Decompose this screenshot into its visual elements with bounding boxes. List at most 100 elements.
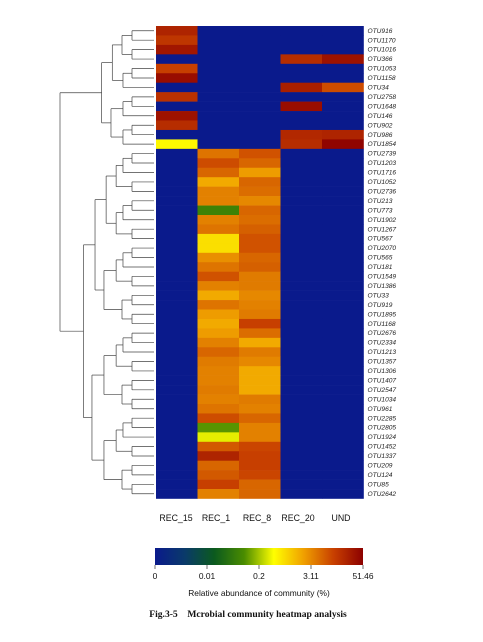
heatmap-cell bbox=[197, 158, 240, 169]
heatmap-cell bbox=[322, 111, 364, 121]
otu-row-label: OTU34 bbox=[368, 85, 390, 92]
heatmap-cell bbox=[239, 271, 281, 282]
heatmap-cell bbox=[280, 233, 323, 244]
heatmap-cell bbox=[239, 385, 281, 395]
colorbar bbox=[155, 548, 363, 565]
heatmap-cell bbox=[322, 470, 364, 480]
heatmap-cell bbox=[197, 422, 240, 433]
otu-row-label: OTU1158 bbox=[368, 75, 396, 82]
sample-column-label: REC_1 bbox=[202, 513, 230, 523]
otu-row-label: OTU1924 bbox=[368, 434, 397, 441]
heatmap-cell bbox=[197, 120, 240, 131]
heatmap-cell bbox=[197, 394, 240, 405]
sample-column-label: REC_15 bbox=[159, 513, 192, 523]
heatmap-cell bbox=[280, 167, 323, 178]
heatmap-cell bbox=[156, 233, 198, 244]
heatmap-cell bbox=[239, 82, 281, 93]
heatmap-cell bbox=[322, 422, 364, 433]
heatmap-cell bbox=[156, 366, 198, 376]
heatmap-cell bbox=[322, 26, 364, 36]
heatmap-cell bbox=[197, 243, 240, 254]
heatmap-cell bbox=[197, 290, 240, 301]
heatmap-cell bbox=[239, 252, 281, 263]
heatmap-cell bbox=[322, 309, 364, 320]
otu-row-label: OTU1052 bbox=[368, 179, 397, 186]
heatmap-cell bbox=[239, 337, 281, 348]
heatmap-cell bbox=[322, 460, 364, 471]
heatmap-cell bbox=[322, 129, 364, 140]
heatmap-cell bbox=[322, 63, 364, 74]
otu-row-label: OTU1716 bbox=[368, 170, 397, 177]
heatmap-cell bbox=[280, 309, 323, 320]
heatmap-cell bbox=[280, 413, 323, 424]
heatmap-cell bbox=[322, 167, 364, 178]
sample-column-label: UND bbox=[331, 513, 350, 523]
heatmap-cell bbox=[239, 233, 281, 244]
heatmap-cell bbox=[322, 148, 364, 159]
heatmap-cell bbox=[239, 215, 281, 225]
heatmap-cell bbox=[322, 252, 364, 263]
heatmap-cell bbox=[280, 186, 323, 197]
heatmap-cell bbox=[156, 205, 198, 216]
heatmap-cells bbox=[156, 26, 364, 499]
heatmap-cell bbox=[156, 309, 198, 320]
heatmap-cell bbox=[280, 111, 323, 121]
heatmap-cell bbox=[156, 262, 198, 272]
heatmap-cell bbox=[322, 356, 364, 367]
heatmap-cell bbox=[280, 120, 323, 131]
heatmap-cell bbox=[197, 54, 240, 65]
heatmap-cell bbox=[197, 177, 240, 187]
heatmap-cell bbox=[280, 375, 323, 386]
heatmap-cell bbox=[156, 186, 198, 197]
colorbar-tick-label: 3.11 bbox=[303, 571, 319, 581]
heatmap-cell bbox=[239, 404, 281, 414]
heatmap-cell bbox=[197, 224, 240, 235]
heatmap-cell bbox=[322, 271, 364, 282]
heatmap-cell bbox=[322, 224, 364, 235]
heatmap-cell bbox=[322, 479, 364, 490]
heatmap-cell bbox=[156, 158, 198, 169]
heatmap-cell bbox=[280, 394, 323, 405]
heatmap-cell bbox=[156, 215, 198, 225]
heatmap-cell bbox=[197, 281, 240, 291]
heatmap-cell bbox=[322, 366, 364, 376]
heatmap-cell bbox=[239, 300, 281, 310]
heatmap-cell bbox=[197, 139, 240, 150]
otu-row-label: OTU1895 bbox=[368, 311, 397, 318]
otu-row-label: OTU2736 bbox=[368, 188, 397, 195]
heatmap-cell bbox=[280, 158, 323, 169]
colorbar-label: Relative abundance of community (%) bbox=[188, 588, 330, 598]
heatmap-cell bbox=[322, 44, 364, 55]
heatmap-cell bbox=[239, 205, 281, 216]
heatmap-cell bbox=[280, 318, 323, 329]
heatmap-cell bbox=[239, 432, 281, 443]
heatmap-cell bbox=[322, 139, 364, 150]
heatmap-cell bbox=[280, 73, 323, 83]
otu-row-label: OTU1407 bbox=[368, 377, 397, 384]
heatmap-cell bbox=[280, 489, 323, 499]
heatmap-cell bbox=[239, 318, 281, 329]
otu-row-label: OTU567 bbox=[368, 236, 393, 243]
otu-labels: OTU916 OTU1170 OTU1016 OTU366 OTU1053 OTU1158… bbox=[368, 28, 397, 498]
heatmap-cell bbox=[156, 148, 198, 159]
heatmap-cell bbox=[197, 92, 240, 102]
heatmap-cell bbox=[197, 347, 240, 358]
heatmap-cell bbox=[280, 451, 323, 461]
otu-row-label: OTU2676 bbox=[368, 330, 397, 337]
heatmap-cell bbox=[239, 101, 281, 112]
heatmap-cell bbox=[156, 328, 198, 339]
heatmap-cell bbox=[197, 233, 240, 244]
heatmap-cell bbox=[322, 73, 364, 83]
heatmap-cell bbox=[280, 337, 323, 348]
heatmap-cell bbox=[239, 281, 281, 291]
heatmap-cell bbox=[239, 366, 281, 376]
otu-row-label: OTU1854 bbox=[368, 141, 397, 148]
otu-row-label: OTU565 bbox=[368, 255, 393, 262]
heatmap-cell bbox=[280, 129, 323, 140]
otu-row-label: OTU33 bbox=[368, 292, 390, 299]
heatmap-cell bbox=[156, 422, 198, 433]
heatmap-cell bbox=[239, 111, 281, 121]
sample-column-label: REC_8 bbox=[243, 513, 271, 523]
heatmap-cell bbox=[322, 233, 364, 244]
